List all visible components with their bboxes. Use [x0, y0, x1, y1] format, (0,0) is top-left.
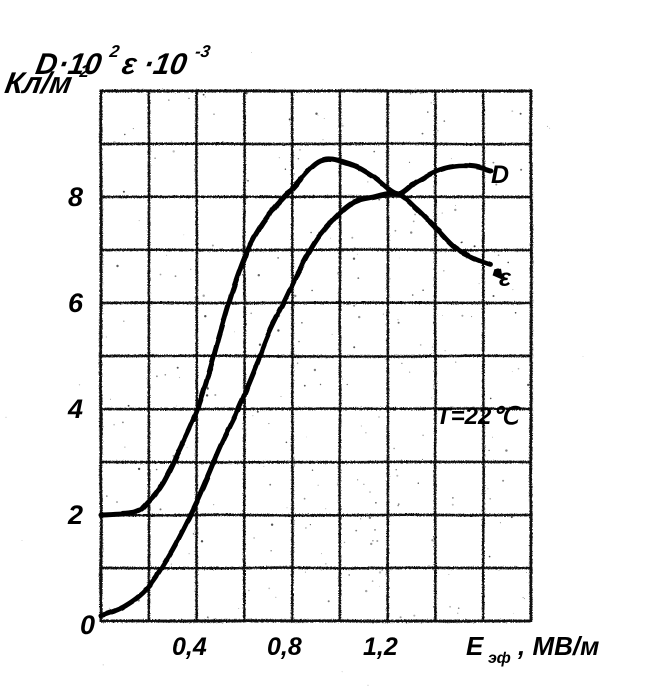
- svg-text:2: 2: [67, 500, 83, 530]
- svg-text:1,2: 1,2: [363, 633, 398, 661]
- svg-text:0,8: 0,8: [267, 633, 302, 661]
- svg-text:·10: ·10: [141, 48, 190, 81]
- svg-text:0: 0: [80, 610, 95, 640]
- svg-text:Кл/м: Кл/м: [3, 67, 75, 100]
- svg-text:E: E: [466, 631, 484, 661]
- svg-text:0,4: 0,4: [172, 633, 207, 661]
- svg-text:D: D: [491, 161, 509, 189]
- svg-text:, МВ/м: , МВ/м: [517, 631, 599, 661]
- svg-text:T=22℃: T=22℃: [436, 403, 521, 430]
- svg-text:ε: ε: [499, 264, 512, 292]
- svg-text:8: 8: [68, 182, 83, 212]
- svg-text:эф: эф: [488, 650, 511, 667]
- svg-text:6: 6: [68, 288, 84, 318]
- svg-text:4: 4: [67, 394, 83, 424]
